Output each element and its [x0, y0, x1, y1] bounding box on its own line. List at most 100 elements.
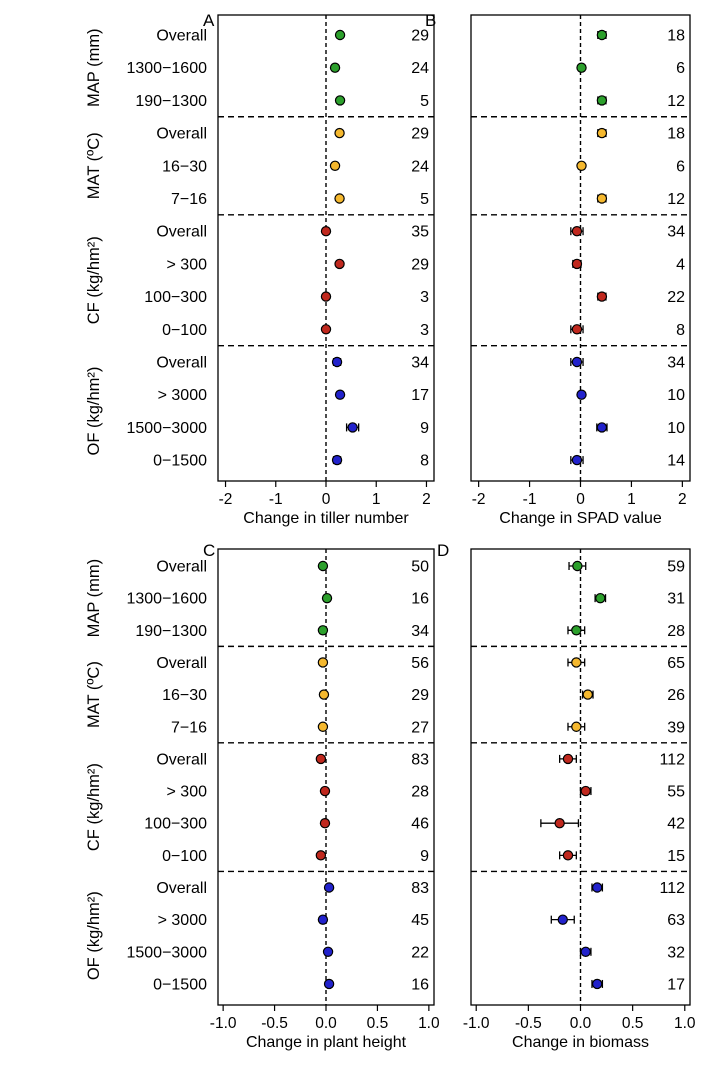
data-point-of-kg-hm-1500-3000 — [580, 946, 591, 958]
data-point-map-mm-1300-1600 — [321, 592, 333, 604]
sample-size-label: 42 — [667, 816, 685, 833]
sample-size-label: 28 — [411, 784, 429, 801]
group-label-map-mm: MAP (mm) — [85, 559, 103, 638]
data-point-mat-c-overall — [571, 657, 582, 668]
sample-size-label: 45 — [411, 912, 429, 929]
data-point-of-kg-hm-1500-3000 — [322, 946, 334, 958]
x-tick-label: 1.0 — [418, 1015, 440, 1032]
sample-size-label: 35 — [411, 224, 429, 241]
row-label-3000: > 3000 — [158, 912, 207, 929]
data-point-of-kg-hm-overall — [323, 882, 335, 893]
data-point-map-mm-1300-1600 — [595, 592, 606, 604]
sample-size-label: 9 — [420, 848, 429, 865]
sample-size-label: 4 — [676, 256, 685, 273]
x-tick-label: 1 — [627, 491, 636, 508]
data-point-map-mm-190-1300 — [571, 625, 582, 636]
data-point-of-kg-hm-0-1500 — [323, 978, 335, 990]
sample-size-label: 16 — [411, 976, 429, 993]
sample-size-label: 24 — [411, 158, 429, 175]
data-point-map-mm-1300-1600 — [329, 62, 341, 73]
data-point-mat-c-overall — [334, 127, 345, 139]
row-label-overall: Overall — [156, 224, 207, 241]
data-point-cf-kg-hm-0-100 — [320, 324, 332, 335]
sample-size-label: 22 — [411, 944, 429, 961]
sample-size-label: 6 — [676, 158, 685, 175]
row-label-100-300: 100−300 — [144, 816, 207, 833]
group-label-cf-kg-hm: CF (kg/hm²) — [85, 763, 103, 851]
sample-size-label: 16 — [411, 591, 429, 608]
sample-size-label: 5 — [420, 191, 429, 208]
x-tick-label: 2 — [678, 491, 687, 508]
row-label-16-30: 16−30 — [162, 687, 207, 704]
x-tick-label: 0 — [322, 491, 331, 508]
x-tick-label: 0 — [576, 491, 585, 508]
sample-size-label: 46 — [411, 816, 429, 833]
data-point-map-mm-overall — [572, 560, 583, 572]
data-point-of-kg-hm-3000 — [317, 914, 329, 925]
data-point-mat-c-7-16 — [596, 193, 608, 204]
panel-D: D -1.0 -0.5 0.0 0.5 1.0 Change in biomass 59 31 2… — [437, 541, 696, 1051]
data-point-of-kg-hm-overall — [571, 356, 583, 368]
data-point-cf-kg-hm-300 — [571, 258, 583, 270]
data-point-cf-kg-hm-overall — [315, 753, 327, 765]
data-point-mat-c-overall — [317, 657, 329, 668]
x-tick-label: 2 — [422, 491, 431, 508]
x-tick-label: -1.0 — [463, 1015, 490, 1032]
row-label-1500-3000: 1500−3000 — [126, 420, 207, 437]
sample-size-label: 34 — [667, 355, 685, 372]
x-tick-label: 0.0 — [570, 1015, 592, 1032]
data-point-of-kg-hm-3000 — [557, 914, 568, 925]
sample-size-label: 34 — [667, 224, 685, 241]
x-tick-label: -1 — [523, 491, 537, 508]
sample-size-label: 10 — [667, 420, 685, 437]
x-tick-label: -0.5 — [515, 1015, 542, 1032]
row-label-1500-3000: 1500−3000 — [126, 944, 207, 961]
sample-size-label: 28 — [667, 623, 685, 640]
sample-size-label: 17 — [411, 387, 429, 404]
sample-size-label: 3 — [420, 289, 429, 306]
data-point-cf-kg-hm-100-300 — [319, 818, 331, 829]
group-label-of-kg-hm: OF (kg/hm²) — [85, 367, 103, 456]
sample-size-label: 29 — [411, 126, 429, 143]
sample-size-label: 59 — [667, 559, 685, 576]
data-point-mat-c-overall — [596, 127, 608, 139]
group-label-cf-kg-hm: CF (kg/hm²) — [85, 236, 103, 324]
x-axis-label: Change in tiller number — [243, 510, 409, 527]
x-tick-label: -2 — [472, 491, 486, 508]
data-point-of-kg-hm-overall — [331, 356, 343, 368]
row-label-overall: Overall — [156, 751, 207, 768]
sample-size-label: 34 — [411, 623, 429, 640]
data-point-of-kg-hm-0-1500 — [331, 454, 343, 466]
sample-size-label: 14 — [667, 453, 685, 470]
x-tick-label: 0.5 — [367, 1015, 389, 1032]
row-label-7-16: 7−16 — [171, 719, 207, 736]
sample-size-label: 34 — [411, 355, 429, 372]
sample-size-label: 83 — [411, 751, 429, 768]
data-point-of-kg-hm-0-1500 — [591, 978, 603, 990]
sample-size-label: 18 — [667, 126, 685, 143]
panel-letter: A — [203, 11, 215, 30]
sample-size-label: 29 — [411, 256, 429, 273]
data-point-mat-c-7-16 — [317, 721, 329, 732]
data-point-cf-kg-hm-300 — [334, 258, 345, 270]
row-label-0-100: 0−100 — [162, 848, 207, 865]
row-label-1300-1600: 1300−1600 — [126, 60, 207, 77]
panel-letter: C — [203, 541, 215, 560]
data-point-cf-kg-hm-100-300 — [554, 818, 565, 829]
sample-size-label: 83 — [411, 880, 429, 897]
data-point-map-mm-190-1300 — [596, 95, 608, 106]
row-label-0-1500: 0−1500 — [153, 453, 207, 470]
row-label-300: > 300 — [167, 784, 208, 801]
x-tick-label: 0.5 — [622, 1015, 644, 1032]
data-point-map-mm-overall — [596, 29, 608, 41]
sample-size-label: 12 — [667, 93, 685, 110]
data-point-cf-kg-hm-overall — [562, 753, 574, 765]
x-tick-label: 0.0 — [315, 1015, 337, 1032]
sample-size-label: 6 — [676, 60, 685, 77]
data-point-of-kg-hm-1500-3000 — [347, 422, 358, 433]
data-point-map-mm-overall — [317, 560, 329, 572]
row-label-190-1300: 190−1300 — [135, 93, 207, 110]
row-label-3000: > 3000 — [158, 387, 207, 404]
sample-size-label: 3 — [420, 322, 429, 339]
